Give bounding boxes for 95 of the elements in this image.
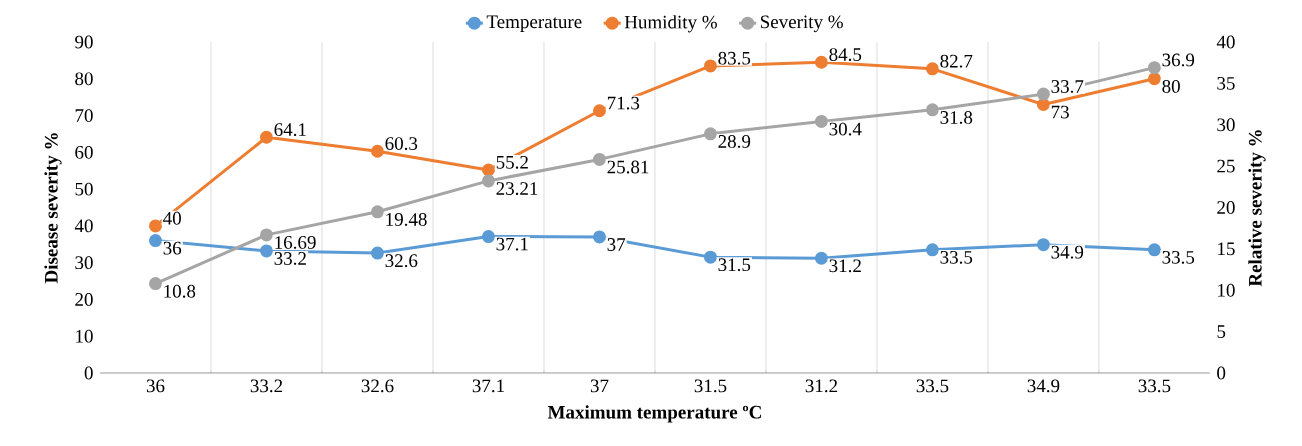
y-tick-label: 30 xyxy=(75,256,93,270)
x-tick-label: 33.5 xyxy=(916,379,949,393)
y2-axis-title: Relative severity % xyxy=(1248,130,1266,287)
data-label: 55.2 xyxy=(496,155,528,169)
data-label: 64.1 xyxy=(274,123,306,137)
y-axis-title: Disease severity % xyxy=(44,133,62,284)
x-tick-label: 34.9 xyxy=(1027,379,1060,393)
data-label: 36.9 xyxy=(1162,53,1195,67)
data-label: 33.5 xyxy=(940,250,973,264)
x-tick-label: 32.6 xyxy=(361,379,394,393)
data-label: 34.9 xyxy=(1051,245,1084,259)
point xyxy=(814,114,828,128)
point xyxy=(149,219,163,233)
data-label: 80 xyxy=(1162,79,1180,93)
y-tick-label: 10 xyxy=(76,329,93,343)
y-tick-label: 80 xyxy=(75,72,93,86)
y-tick-label: 40 xyxy=(74,219,93,233)
data-label: 37.1 xyxy=(496,237,528,251)
y-tick-label: 0 xyxy=(84,366,93,380)
data-label: 33.7 xyxy=(1051,80,1084,93)
x-tick-label: 36 xyxy=(146,379,165,393)
point xyxy=(814,251,828,265)
point xyxy=(1147,243,1161,257)
y-tick-label: 20 xyxy=(75,293,93,306)
point xyxy=(149,234,163,248)
data-label: 23.21 xyxy=(496,182,538,195)
data-label: 19.48 xyxy=(386,213,427,226)
y2-tick-label: 15 xyxy=(1218,242,1235,256)
point xyxy=(1147,72,1161,86)
point xyxy=(814,55,828,69)
legend-label: Humidity % xyxy=(624,15,717,33)
y2-tick-label: 0 xyxy=(1217,366,1226,380)
point xyxy=(481,230,495,244)
point xyxy=(149,277,163,291)
point xyxy=(1036,87,1050,101)
y2-tick-label: 20 xyxy=(1217,201,1235,214)
data-label: 33.5 xyxy=(1162,250,1195,264)
x-axis-title: Maximum temperature ºC xyxy=(547,405,761,423)
point xyxy=(592,152,606,166)
y-tick-label: 60 xyxy=(75,145,93,159)
data-label: 32.6 xyxy=(385,254,418,268)
y2-tick-label: 5 xyxy=(1217,325,1226,338)
data-label: 84.5 xyxy=(829,48,862,62)
y-tick-label: 90 xyxy=(75,35,93,49)
point xyxy=(260,228,273,242)
point xyxy=(592,230,606,244)
point xyxy=(260,130,273,144)
x-tick-label: 33.2 xyxy=(250,379,283,393)
data-label: 40 xyxy=(163,211,181,225)
data-label: 33.2 xyxy=(274,252,306,265)
point xyxy=(370,246,384,260)
x-tick-label: 37 xyxy=(590,379,609,393)
point xyxy=(370,205,384,219)
point xyxy=(592,104,606,118)
point xyxy=(925,243,939,257)
y2-tick-label: 35 xyxy=(1217,76,1235,90)
data-label: 83.5 xyxy=(718,51,751,65)
data-label: 31.2 xyxy=(829,259,861,273)
x-tick-label: 31.5 xyxy=(694,379,727,393)
point xyxy=(260,244,273,258)
data-label: 73 xyxy=(1051,105,1069,119)
y2-tick-label: 25 xyxy=(1217,159,1235,173)
point xyxy=(703,127,717,141)
point xyxy=(1036,98,1050,112)
data-label: 25.81 xyxy=(607,160,649,174)
data-label: 28.9 xyxy=(718,135,751,148)
data-label: 30.4 xyxy=(829,122,862,136)
data-label: 10.8 xyxy=(164,284,196,298)
point xyxy=(1036,238,1050,252)
point xyxy=(925,103,939,117)
point xyxy=(703,250,717,264)
data-label: 31.8 xyxy=(940,111,973,124)
x-tick-label: 31.2 xyxy=(805,379,838,393)
data-label: 82.7 xyxy=(940,54,973,68)
y2-tick-label: 30 xyxy=(1217,118,1235,132)
data-label: 16.69 xyxy=(275,236,316,249)
data-label: 60.3 xyxy=(385,137,418,151)
point xyxy=(370,144,384,158)
point xyxy=(481,163,495,177)
point xyxy=(481,174,495,188)
data-label: 71.3 xyxy=(607,96,640,110)
y2-tick-label: 10 xyxy=(1218,283,1235,297)
data-label: 37 xyxy=(607,238,626,251)
y-tick-label: 70 xyxy=(75,109,93,122)
point xyxy=(1147,61,1161,75)
legend-label: Severity % xyxy=(760,15,843,33)
data-label: 31.5 xyxy=(718,258,751,272)
point xyxy=(703,59,717,73)
y2-tick-label: 40 xyxy=(1216,35,1235,49)
legend-label: Temperature xyxy=(486,15,582,32)
y-tick-label: 50 xyxy=(75,182,93,196)
data-label: 36 xyxy=(163,241,182,255)
point xyxy=(925,62,939,76)
x-tick-label: 37.1 xyxy=(472,379,504,393)
x-tick-label: 33.5 xyxy=(1138,379,1171,393)
